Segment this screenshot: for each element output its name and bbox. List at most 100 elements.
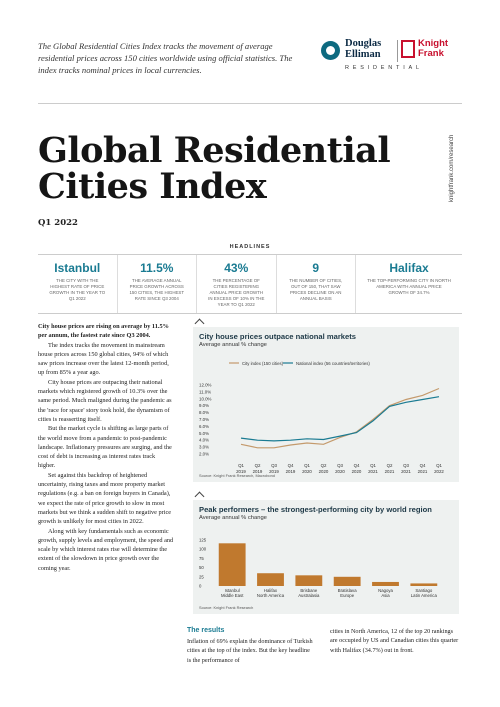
y-tick-label: 10.0% xyxy=(199,396,212,401)
headline-item: Halifax The top-performing city in North … xyxy=(356,255,462,313)
x-tick-label: Q4 xyxy=(288,463,294,468)
y-tick-label: 9.0% xyxy=(199,403,209,408)
headline-item: Istanbul The city with the highest rate o… xyxy=(38,255,118,313)
x-tick-label: 2020 xyxy=(319,469,329,474)
headline-item: 11.5% The average annual price growth acr… xyxy=(118,255,197,313)
x-tick-label: Istanbul xyxy=(225,588,240,593)
y-tick-label: 75 xyxy=(199,556,204,561)
y-tick-label: 12.0% xyxy=(199,383,212,388)
body-paragraph: The index tracks the movement in mainstr… xyxy=(38,341,169,377)
y-tick-label: 6.0% xyxy=(199,424,209,429)
headline-value: 11.5% xyxy=(140,261,174,275)
side-url[interactable]: knightfrank.com/research xyxy=(449,134,455,202)
x-tick-label: Brisbane xyxy=(300,588,318,593)
x-tick-label: 2021 xyxy=(368,469,378,474)
legend-label: National index (56 countries/territories… xyxy=(296,361,370,366)
x-tick-label: Q3 xyxy=(403,463,409,468)
chart-subtitle: Average annual % change xyxy=(199,515,267,521)
y-tick-label: 125 xyxy=(199,538,207,543)
x-tick-label: Q1 xyxy=(370,463,376,468)
x-tick-label: Santiago xyxy=(415,588,433,593)
results-text-col-2: cities in North America, 12 of the top 2… xyxy=(330,628,459,654)
x-tick-label: Q3 xyxy=(337,463,343,468)
brand-logo: Douglas Elliman Knight Frank RESIDENTIAL xyxy=(321,38,467,76)
x-tick-label: 2020 xyxy=(352,469,362,474)
y-tick-label: 3.0% xyxy=(199,445,209,450)
headline-caption: The number of cities, out of 150, that s… xyxy=(289,278,343,301)
bar xyxy=(218,543,246,586)
headline-item: 43% The percentage of cities registering … xyxy=(197,255,277,313)
body-paragraph: Along with key fundamentals such as econ… xyxy=(38,527,174,572)
x-tick-label: 2020 xyxy=(335,469,345,474)
y-tick-label: 5.0% xyxy=(199,431,209,436)
y-tick-label: 100 xyxy=(199,547,207,552)
y-tick-label: 4.0% xyxy=(199,438,209,443)
headlines-strip: Istanbul The city with the highest rate o… xyxy=(38,254,462,314)
x-tick-label: Q1 xyxy=(238,463,244,468)
y-tick-label: 11.0% xyxy=(199,389,211,394)
title-line-1: Global Residential xyxy=(38,130,391,171)
chart-subtitle: Average annual % change xyxy=(199,342,267,348)
chart-source: Source: Knight Frank Research xyxy=(199,605,254,610)
body-lead: City house prices are rising on average … xyxy=(38,323,169,340)
headline-value: Halifax xyxy=(389,261,429,275)
x-tick-label: Nagoya xyxy=(378,588,393,593)
headline-value: 9 xyxy=(312,261,320,275)
headline-caption: The city with the highest rate of price … xyxy=(49,278,106,301)
y-tick-label: 8.0% xyxy=(199,410,209,415)
body-paragraph: City house prices are outpacing their na… xyxy=(38,378,172,423)
body-column: City house prices are rising on average … xyxy=(38,322,174,573)
bar xyxy=(333,576,361,586)
x-tick-label: Q2 xyxy=(321,463,327,468)
x-tick-label: Bratislava xyxy=(338,588,357,593)
x-tick-label: Middle East xyxy=(221,593,244,598)
results-heading: The results xyxy=(187,627,225,634)
headline-value: Istanbul xyxy=(54,261,101,275)
x-tick-label: Q3 xyxy=(271,463,277,468)
x-tick-label: 2021 xyxy=(385,469,395,474)
x-tick-label: Q1 xyxy=(304,463,310,468)
y-tick-label: 50 xyxy=(199,565,204,570)
bar xyxy=(295,575,323,586)
x-tick-label: Q2 xyxy=(255,463,261,468)
series-line xyxy=(240,396,440,442)
headline-value: 43% xyxy=(224,261,249,275)
x-tick-label: Q4 xyxy=(354,463,360,468)
x-tick-label: North America xyxy=(257,593,285,598)
headline-caption: The average annual price growth across 1… xyxy=(129,278,185,301)
y-tick-label: 7.0% xyxy=(199,417,209,422)
x-tick-label: 2022 xyxy=(434,469,444,474)
x-tick-label: 2021 xyxy=(401,469,411,474)
x-tick-label: Q4 xyxy=(420,463,426,468)
headline-caption: The percentage of cities registering ann… xyxy=(208,278,265,307)
bar xyxy=(372,581,399,586)
x-tick-label: Halifax xyxy=(264,588,278,593)
chevron-up-icon xyxy=(195,492,205,500)
bar xyxy=(410,583,438,586)
x-tick-label: 2019 xyxy=(286,469,296,474)
body-paragraph: But the market cycle is shifting as larg… xyxy=(38,425,172,470)
x-tick-label: 2021 xyxy=(418,469,428,474)
chart-source: Source: Knight Frank Research, Macrobond xyxy=(199,473,275,478)
y-tick-label: 25 xyxy=(199,574,204,579)
x-tick-label: 2019 xyxy=(236,469,246,474)
body-paragraph: Set against this backdrop of heightened … xyxy=(38,471,172,526)
line-chart: City index (150 cities) National index (5… xyxy=(199,361,444,474)
series-line xyxy=(240,387,440,449)
douglas-elliman-wordmark: Douglas Elliman xyxy=(345,38,382,60)
x-tick-label: 2020 xyxy=(302,469,312,474)
logo-divider xyxy=(397,40,398,62)
x-tick-label: Australasia xyxy=(298,593,320,598)
bar-chart-panel: Peak performers – the strongest-performi… xyxy=(193,500,459,614)
results-text-col-1: Inflation of 69% explain the dominance o… xyxy=(187,638,313,664)
x-tick-label: Latin America xyxy=(411,593,438,598)
line-chart-panel: City house prices outpace national marke… xyxy=(193,327,459,482)
headline-caption: The top-performing city in North America… xyxy=(367,278,451,295)
header-rule xyxy=(38,103,462,104)
bar xyxy=(257,573,284,586)
headline-item: 9 The number of cities, out of 150, that … xyxy=(277,255,356,313)
x-tick-label: 2019 xyxy=(269,469,279,474)
page-title: Global Residential Cities Index xyxy=(38,130,391,205)
knight-frank-box-icon xyxy=(401,40,415,58)
